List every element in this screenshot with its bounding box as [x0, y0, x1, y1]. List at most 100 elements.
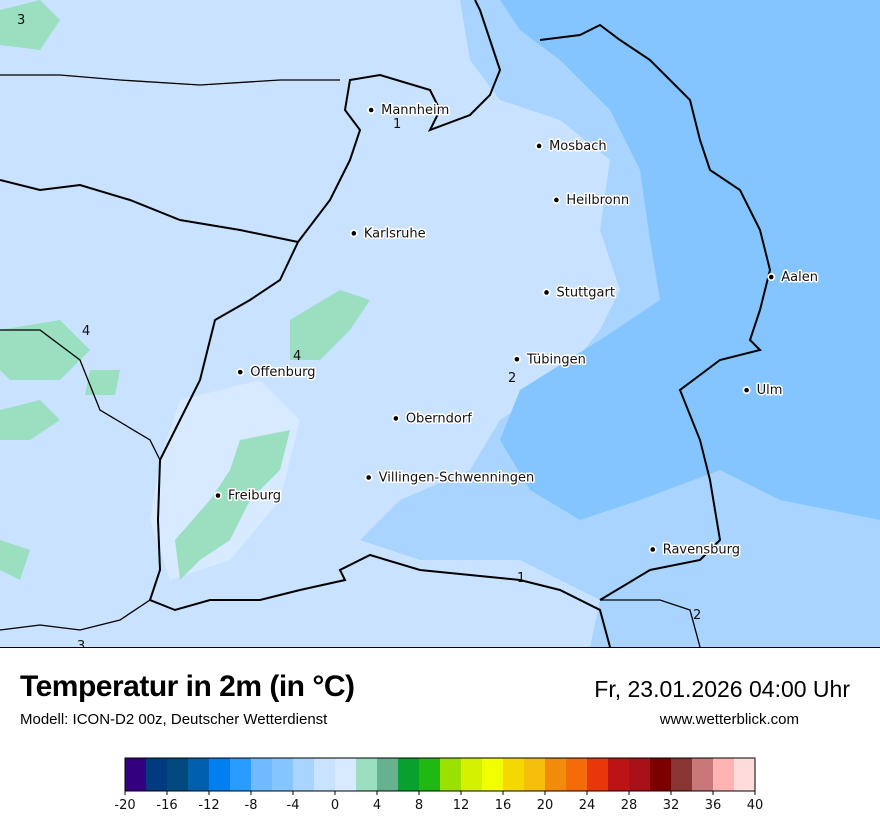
legend-swatch [482, 758, 504, 791]
regional-border [0, 74, 340, 86]
city-dot-icon [366, 475, 371, 480]
legend-swatch [461, 758, 483, 791]
legend-swatch [713, 758, 735, 791]
legend-swatch [545, 758, 567, 791]
legend-tick-label: 28 [621, 798, 638, 813]
city-villingen-schwenningen: Villingen-Schwenningen [364, 469, 536, 487]
contour-label: 2 [693, 608, 701, 623]
legend-tick-label: -16 [156, 798, 177, 813]
legend-swatch [377, 758, 399, 791]
legend-tick-label: -8 [245, 798, 258, 813]
city-label: Villingen-Schwenningen [379, 471, 535, 486]
city-freiburg: Freiburg [214, 487, 283, 505]
state-border-east [539, 23, 772, 601]
city-label: Freiburg [228, 489, 281, 504]
city-dot-icon [514, 356, 520, 362]
city-label: Tübingen [526, 352, 586, 367]
legend-swatch [566, 758, 588, 791]
city-dot-icon [554, 197, 559, 203]
legend-tick-label: -20 [114, 798, 135, 813]
legend-swatch [314, 758, 336, 791]
legend-tick-label: 16 [495, 798, 512, 813]
city-dot-icon [351, 231, 357, 236]
city-label: Ulm [757, 383, 783, 398]
legend-swatch [209, 758, 231, 791]
city-dot-icon [650, 547, 656, 552]
legend-tick-label: 40 [747, 798, 764, 813]
city-offenburg: Offenburg [236, 364, 317, 382]
city-dot-icon [237, 369, 243, 375]
city-dot-icon [215, 493, 221, 498]
contour-label: 3 [17, 13, 25, 28]
legend-swatch [440, 758, 462, 791]
city-dot-icon [536, 143, 542, 149]
field-minus4-minus2 [500, 0, 880, 520]
legend-swatch [293, 758, 315, 791]
city-dot-icon [393, 416, 399, 421]
legend-tick-label: -4 [287, 798, 300, 813]
state-border [0, 179, 611, 647]
map-frame-bottom [0, 647, 880, 648]
contour-label: 2 [508, 371, 516, 386]
regional-border-west [0, 329, 161, 461]
legend-swatch [272, 758, 294, 791]
legend-swatch [650, 758, 672, 791]
country-border-east [600, 599, 701, 647]
legend-swatch [335, 758, 357, 791]
legend-tick-label: 20 [537, 798, 554, 813]
legend-tick-label: 4 [373, 798, 381, 813]
legend-swatch [419, 758, 441, 791]
field-minus4-minus2-south [690, 520, 880, 647]
city-heilbronn: Heilbronn [552, 191, 631, 209]
legend-swatch [503, 758, 525, 791]
city-oberndorf: Oberndorf [391, 410, 474, 428]
city-ulm: Ulm [742, 382, 784, 400]
city-label: Heilbronn [566, 193, 629, 208]
legend-swatch [167, 758, 189, 791]
color-legend: -20 -16 -12 -8 -4 0 4 8 12 16 20 24 28 32 36 40 [114, 757, 764, 813]
website-link[interactable]: www.wetterblick.com [659, 711, 799, 728]
country-border-south [0, 599, 151, 631]
city-ravensburg: Ravensburg [648, 541, 742, 559]
contour-label: 4 [293, 349, 301, 364]
legend-swatch [629, 758, 651, 791]
city-mannheim: Mannheim [367, 102, 451, 120]
legend-swatch [146, 758, 168, 791]
legend-swatch [125, 758, 147, 791]
temperature-fields [0, 0, 880, 647]
city-label: Offenburg [250, 365, 315, 380]
city-label: Aalen [781, 270, 818, 285]
city-stuttgart: Stuttgart [542, 284, 616, 302]
city-karlsruhe: Karlsruhe [349, 225, 427, 243]
legend-swatch [608, 758, 630, 791]
state-border-north [297, 0, 502, 243]
city-label: Karlsruhe [364, 226, 426, 241]
legend-swatch [398, 758, 420, 791]
city-label: Mannheim [381, 103, 449, 118]
city-aalen: Aalen [767, 269, 819, 287]
legend-tick-label: 32 [663, 798, 680, 813]
contour-labels: 3 1 4 4 2 1 2 3 [17, 13, 701, 647]
city-dot-icon [368, 107, 374, 113]
legend-swatch [692, 758, 714, 791]
legend-swatch [356, 758, 378, 791]
legend-swatch [251, 758, 273, 791]
legend-tick-label: 24 [579, 798, 596, 813]
city-label: Oberndorf [406, 411, 472, 426]
city-markers: Mannheim Mosbach Heilbronn Karlsruhe Aalen St… [214, 102, 819, 559]
legend-swatch [524, 758, 546, 791]
legend-swatch [671, 758, 693, 791]
borders [0, 0, 772, 647]
legend-swatch [587, 758, 609, 791]
legend-swatch [230, 758, 252, 791]
contour-label: 1 [393, 117, 401, 132]
city-dot-icon [744, 387, 749, 393]
legend-swatch [188, 758, 210, 791]
forecast-datetime: Fr, 23.01.2026 04:00 Uhr [594, 676, 850, 702]
city-dot-icon [768, 274, 774, 280]
temperature-map: Mannheim Mosbach Heilbronn Karlsruhe Aalen St… [0, 0, 880, 647]
map-title: Temperatur in 2m (in °C) [20, 670, 355, 703]
legend-tick-label: 36 [705, 798, 722, 813]
city-label: Ravensburg [663, 542, 740, 557]
legend-tick-label: 0 [331, 798, 339, 813]
